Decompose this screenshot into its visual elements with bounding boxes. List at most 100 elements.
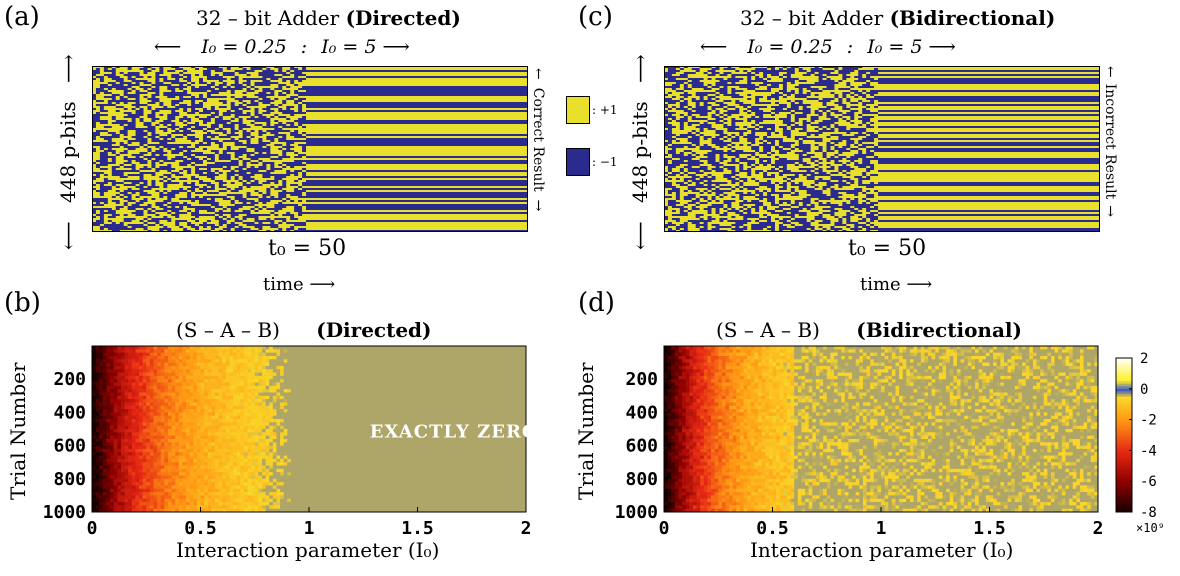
spin-cell: [417, 82, 422, 85]
spin-cell: [92, 88, 97, 91]
spin-cell: [413, 138, 418, 141]
spin-cell: [107, 142, 113, 145]
spin-cell: [167, 148, 172, 151]
spin-cell: [508, 128, 513, 131]
spin-cell: [298, 130, 303, 133]
spin-cell: [270, 86, 275, 89]
spin-cell: [337, 136, 343, 139]
spin-cell: [167, 122, 172, 125]
spin-cell: [99, 148, 105, 151]
spin-cell: [95, 118, 101, 121]
spin-cell: [210, 72, 216, 75]
spin-cell: [420, 142, 426, 145]
spin-cell: [325, 126, 331, 129]
spin-cell: [329, 74, 335, 77]
spin-cell: [488, 68, 493, 71]
panel-a-ylabel: ⟵ 448 p-bits ⟶: [56, 54, 80, 250]
spin-cell: [99, 92, 105, 95]
spin-cell: [365, 136, 370, 139]
spin-cell: [179, 74, 184, 77]
spin-cell: [353, 68, 358, 71]
spin-cell: [282, 110, 287, 113]
spin-cell: [488, 94, 493, 97]
spin-cell: [206, 144, 212, 147]
spin-cell: [222, 80, 228, 83]
spin-cell: [92, 96, 97, 99]
spin-cell: [171, 66, 176, 69]
spin-cell: [195, 76, 200, 79]
spin-cell: [278, 68, 283, 71]
spin-cell: [306, 142, 311, 145]
spin-cell: [401, 70, 406, 73]
spin-cell: [234, 98, 240, 101]
spin-cell: [115, 142, 121, 145]
spin-cell: [214, 76, 220, 79]
spin-cell: [242, 94, 247, 97]
spin-cell: [191, 82, 196, 85]
spin-cell: [310, 82, 315, 85]
spin-cell: [290, 78, 295, 81]
spin-cell: [428, 66, 434, 69]
spin-cell: [92, 136, 97, 139]
spin-cell: [103, 116, 109, 119]
spin-cell: [345, 150, 351, 153]
spin-cell: [432, 116, 438, 119]
spin-cell: [191, 74, 196, 77]
spin-cell: [345, 130, 351, 133]
spin-cell: [508, 78, 513, 81]
spin-cell: [337, 116, 343, 119]
spin-cell: [210, 130, 216, 133]
spin-cell: [413, 134, 418, 137]
spin-cell: [131, 84, 136, 87]
spin-cell: [103, 132, 109, 135]
spin-cell: [274, 120, 279, 123]
spin-cell: [226, 68, 232, 71]
spin-cell: [151, 70, 156, 73]
spin-cell: [452, 92, 458, 95]
spin-cell: [230, 116, 236, 119]
spin-cell: [361, 100, 366, 103]
spin-cell: [183, 84, 188, 87]
spin-cell: [452, 66, 458, 69]
spin-cell: [195, 150, 200, 153]
spin-cell: [206, 100, 212, 103]
spin-cell: [135, 68, 140, 71]
spin-cell: [306, 126, 311, 129]
spin-cell: [286, 90, 291, 93]
spin-cell: [206, 114, 212, 117]
spin-cell: [242, 86, 247, 89]
spin-cell: [492, 146, 497, 149]
spin-cell: [361, 104, 366, 107]
spin-cell: [484, 88, 489, 91]
spin-cell: [119, 76, 125, 79]
spin-cell: [389, 138, 394, 141]
spin-cell: [155, 68, 160, 71]
spin-cell: [294, 116, 299, 119]
spin-cell: [476, 86, 481, 89]
spin-cell: [187, 92, 192, 95]
spin-cell: [337, 96, 343, 99]
spin-cell: [310, 92, 315, 95]
spin-cell: [397, 140, 402, 143]
spin-cell: [405, 148, 410, 151]
spin-cell: [92, 86, 97, 89]
panel-a-spin-map: [92, 66, 528, 232]
spin-cell: [512, 136, 517, 139]
spin-cell: [95, 126, 101, 129]
spin-cell: [341, 100, 347, 103]
spin-cell: [333, 112, 339, 115]
spin-cell: [306, 104, 311, 107]
spin-cell: [139, 66, 144, 69]
spin-cell: [464, 108, 469, 111]
spin-cell: [432, 82, 438, 85]
spin-cell: [440, 114, 446, 117]
spin-cell: [246, 84, 251, 87]
spin-cell: [428, 68, 434, 71]
spin-cell: [107, 76, 113, 79]
spin-cell: [155, 148, 160, 151]
spin-cell: [472, 110, 477, 113]
spin-cell: [472, 116, 477, 119]
spin-cell: [440, 134, 446, 137]
spin-cell: [103, 100, 109, 103]
spin-cell: [460, 72, 465, 75]
